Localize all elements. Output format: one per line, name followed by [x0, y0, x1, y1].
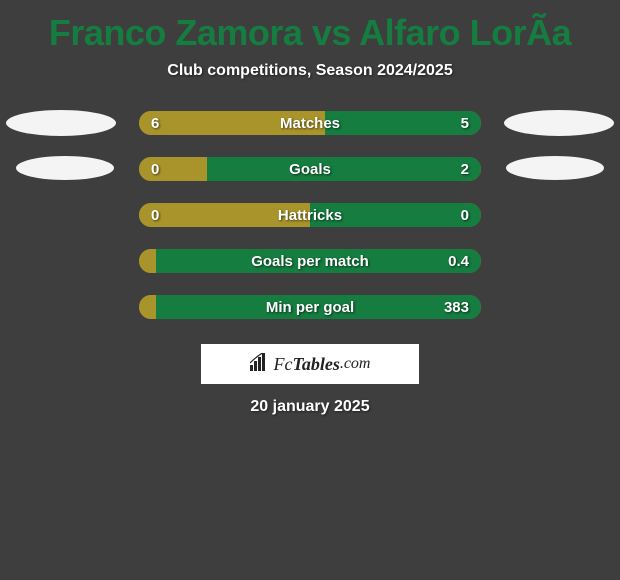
page-title: Franco Zamora vs Alfaro LorÃ­a: [0, 0, 620, 58]
bar-track: Min per goal 383: [139, 295, 481, 319]
stat-label: Goals: [139, 157, 481, 181]
logo-text-fc: Fc: [274, 354, 293, 375]
fctables-logo: FcTables.com: [201, 344, 419, 384]
stat-right-value: 2: [461, 157, 469, 181]
stat-label: Matches: [139, 111, 481, 135]
stat-row-mpg: Min per goal 383: [0, 284, 620, 330]
stat-right-value: 383: [444, 295, 469, 319]
logo-text-tables: Tables: [292, 354, 339, 375]
stat-label: Goals per match: [139, 249, 481, 273]
stat-row-hattricks: 0 Hattricks 0: [0, 192, 620, 238]
stats-container: 6 Matches 5 0 Goals 2 0 Hattricks 0 Goal…: [0, 100, 620, 330]
stat-row-goals: 0 Goals 2: [0, 146, 620, 192]
bar-track: 0 Goals 2: [139, 157, 481, 181]
stat-right-value: 5: [461, 111, 469, 135]
logo-text-com: .com: [340, 355, 371, 373]
stat-label: Hattricks: [139, 203, 481, 227]
stat-label: Min per goal: [139, 295, 481, 319]
stat-row-matches: 6 Matches 5: [0, 100, 620, 146]
bar-track: 0 Hattricks 0: [139, 203, 481, 227]
bar-track: Goals per match 0.4: [139, 249, 481, 273]
footer-date: 20 january 2025: [0, 384, 620, 416]
stat-right-value: 0.4: [448, 249, 469, 273]
bar-track: 6 Matches 5: [139, 111, 481, 135]
subtitle: Club competitions, Season 2024/2025: [0, 58, 620, 100]
stat-row-gpm: Goals per match 0.4: [0, 238, 620, 284]
stat-right-value: 0: [461, 203, 469, 227]
chart-bars-icon: [250, 353, 270, 376]
